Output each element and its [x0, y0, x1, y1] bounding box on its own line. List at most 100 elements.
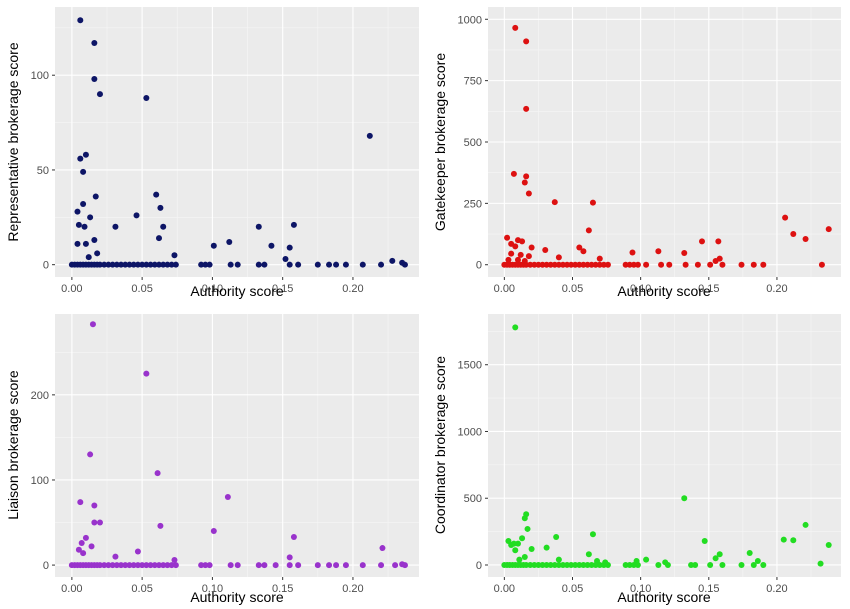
data-point [151, 562, 158, 569]
x-tick-label: 0.10 [202, 283, 223, 295]
data-point [74, 240, 81, 247]
data-point [198, 261, 205, 268]
data-point [738, 561, 745, 568]
data-point [143, 94, 150, 101]
plot-background [488, 314, 841, 577]
data-point [359, 562, 366, 569]
x-tick-label: 0.20 [342, 283, 363, 295]
data-point [261, 261, 268, 268]
data-point [118, 261, 125, 268]
data-point [147, 562, 154, 569]
data-point [629, 249, 636, 256]
data-point [519, 535, 526, 542]
data-point [77, 155, 84, 162]
data-point [171, 556, 178, 563]
data-point [105, 562, 112, 569]
data-point [780, 536, 787, 543]
data-point [655, 248, 662, 255]
data-point [226, 238, 233, 245]
y-tick-label: 500 [464, 137, 482, 149]
data-point [514, 540, 521, 547]
y-tick-label: 0 [43, 560, 49, 572]
data-point [255, 223, 262, 230]
data-point [543, 544, 550, 551]
data-point [286, 261, 293, 268]
data-point [555, 556, 562, 563]
data-point [75, 221, 82, 228]
data-point [91, 519, 98, 526]
data-point [818, 261, 825, 268]
data-point [227, 562, 234, 569]
data-point [512, 324, 519, 331]
data-point [96, 91, 103, 98]
data-point [255, 261, 262, 268]
data-point [168, 261, 175, 268]
data-point [517, 251, 524, 258]
data-point [87, 214, 94, 221]
x-tick-label: 0.00 [494, 583, 515, 595]
data-point [122, 562, 129, 569]
data-point [359, 261, 366, 268]
data-point [754, 557, 761, 564]
data-point [589, 199, 596, 206]
data-point [542, 247, 549, 253]
data-point [224, 493, 231, 500]
y-tick-label: 1000 [458, 14, 482, 26]
data-point [130, 562, 137, 569]
data-point [147, 261, 154, 268]
data-point [87, 451, 94, 458]
data-point [333, 562, 340, 569]
data-point [692, 561, 699, 568]
data-point [80, 168, 87, 175]
data-point [750, 561, 757, 568]
y-axis-title: Liaison brokerage score [5, 370, 21, 520]
data-point [206, 562, 213, 569]
data-point [126, 562, 133, 569]
data-point [698, 238, 705, 245]
data-point [523, 173, 530, 180]
data-point [157, 522, 164, 529]
data-point [92, 193, 99, 200]
data-point [760, 261, 767, 268]
data-point [134, 562, 141, 569]
x-tick-label: 0.05 [131, 283, 152, 295]
data-point [712, 555, 719, 562]
data-point [694, 261, 701, 268]
data-point [342, 261, 349, 268]
data-point [504, 234, 511, 241]
data-point [210, 242, 217, 249]
data-point [286, 562, 293, 569]
data-point [282, 256, 289, 262]
data-point [134, 261, 141, 268]
data-point [580, 248, 587, 255]
x-tick-label: 0.10 [202, 583, 223, 595]
data-point [596, 255, 603, 262]
data-point [555, 254, 562, 261]
data-point [78, 539, 85, 546]
plot-background [55, 7, 419, 277]
x-tick-label: 0.20 [766, 583, 787, 595]
x-tick-label: 0.10 [630, 583, 651, 595]
data-point [85, 254, 92, 261]
data-point [516, 556, 523, 563]
data-point [151, 261, 158, 268]
data-point [118, 562, 125, 569]
data-point [701, 537, 708, 544]
data-point [160, 223, 167, 230]
data-point [738, 261, 745, 268]
x-tick-label: 0.20 [342, 583, 363, 595]
data-point [96, 261, 103, 268]
data-point [172, 261, 179, 268]
data-point [91, 76, 98, 82]
x-tick-label: 0.00 [494, 283, 515, 295]
data-point [133, 212, 140, 219]
data-point [524, 525, 531, 532]
data-point [160, 562, 167, 569]
y-axis-title: Coordinator brokerage score [432, 356, 448, 534]
y-tick-label: 0 [476, 560, 482, 572]
data-point [112, 223, 119, 230]
data-point [707, 561, 714, 568]
data-point [760, 561, 767, 568]
data-point [156, 562, 162, 569]
data-point [716, 551, 723, 558]
